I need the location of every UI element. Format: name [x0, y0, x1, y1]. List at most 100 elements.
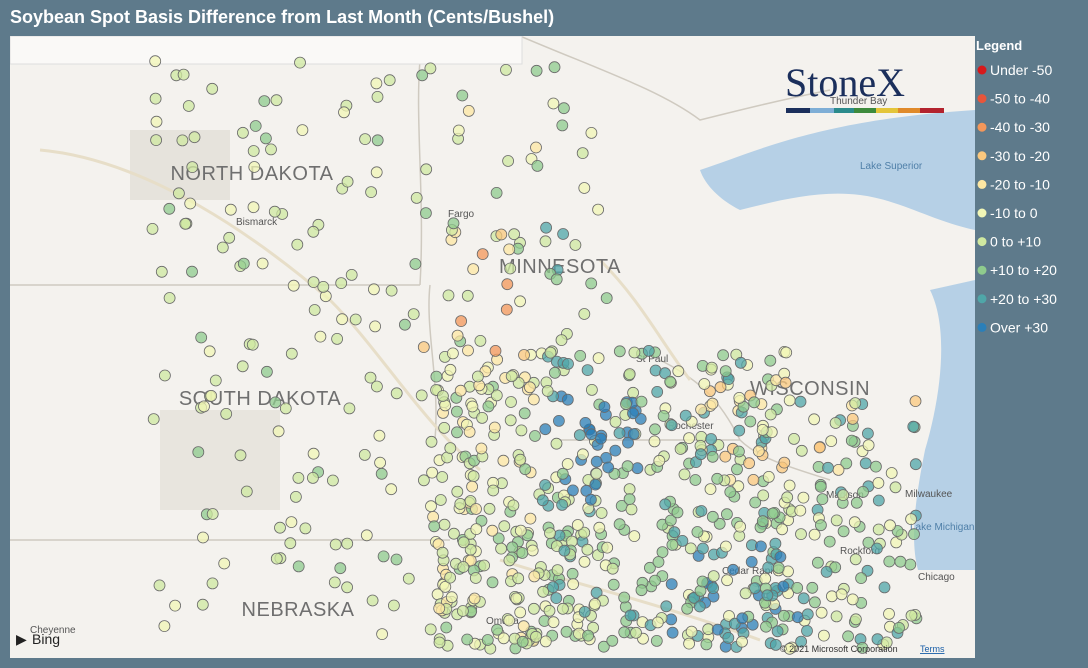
place-label: Thunder Bay — [830, 96, 887, 107]
map-dot — [498, 520, 511, 533]
map-dot — [507, 499, 520, 512]
map-dot — [698, 378, 711, 390]
map-dot — [683, 432, 695, 445]
map-dot — [845, 434, 858, 447]
map-dot — [530, 64, 543, 77]
map-dot — [188, 131, 201, 144]
map-dot — [579, 416, 592, 429]
map-dot — [642, 344, 655, 357]
legend-swatch — [977, 179, 987, 189]
map-dot — [711, 623, 724, 636]
map-dot — [505, 396, 517, 408]
map-dot — [291, 238, 304, 251]
map-dot — [846, 412, 859, 425]
map-dot — [285, 347, 298, 360]
map-dot — [795, 528, 807, 540]
map-dot — [307, 225, 320, 238]
map-dot — [556, 119, 569, 132]
map-dot — [426, 466, 439, 479]
map-dot — [203, 345, 216, 358]
map-dot — [274, 521, 286, 534]
map-dot — [206, 577, 219, 590]
map-dot — [815, 606, 828, 619]
map-dot — [149, 55, 162, 68]
map-dot — [519, 463, 532, 476]
map[interactable]: NORTH DAKOTA SOUTH DAKOTA MINNESOTA WISC… — [10, 36, 975, 658]
map-dot — [539, 235, 552, 248]
map-dot — [294, 56, 306, 69]
map-dot — [707, 582, 719, 594]
legend-label: 0 to +10 — [990, 234, 1041, 250]
land-shade — [160, 410, 280, 510]
map-dot — [907, 420, 920, 433]
map-dot — [862, 536, 875, 549]
map-dot — [284, 537, 297, 550]
map-dot — [653, 454, 666, 467]
map-dot — [711, 472, 724, 485]
map-dot — [764, 354, 777, 367]
map-dot — [743, 457, 755, 470]
map-dot — [808, 413, 820, 426]
map-dot — [445, 591, 458, 604]
map-dot — [547, 616, 560, 629]
map-dot — [455, 315, 468, 328]
map-dot — [713, 517, 726, 530]
map-dot — [561, 458, 574, 470]
map-dot — [334, 562, 347, 575]
map-dot — [609, 415, 622, 428]
terms-link[interactable]: Terms — [920, 644, 945, 654]
map-dot — [512, 572, 525, 585]
map-dot — [733, 424, 746, 437]
map-dot — [547, 97, 560, 110]
map-dot — [447, 527, 460, 540]
map-dot — [624, 609, 637, 622]
map-dot — [706, 510, 719, 523]
map-dot — [338, 106, 350, 119]
map-dot — [705, 361, 718, 374]
map-dot — [606, 634, 619, 647]
map-dot — [272, 425, 285, 438]
map-dot — [720, 540, 732, 553]
dots — [146, 55, 923, 655]
map-dot — [689, 474, 702, 486]
map-dot — [329, 538, 342, 551]
legend-swatch — [977, 122, 987, 132]
map-dot — [246, 338, 259, 351]
map-dot — [780, 346, 793, 359]
map-dot — [628, 346, 641, 359]
map-dot — [695, 505, 708, 517]
map-dot — [371, 91, 384, 103]
map-dot — [762, 470, 775, 483]
map-dot — [722, 632, 735, 644]
map-dot — [537, 585, 549, 598]
map-dot — [573, 429, 586, 442]
map-dot — [486, 576, 499, 589]
map-dot — [823, 535, 836, 548]
map-dot — [501, 278, 514, 291]
map-dot — [665, 613, 678, 626]
map-dot — [674, 443, 687, 455]
map-dot — [186, 161, 199, 174]
map-dot — [837, 525, 850, 538]
map-dot — [508, 228, 520, 241]
map-dot — [651, 616, 664, 629]
map-dot — [341, 175, 354, 188]
map-dot — [370, 166, 383, 179]
map-dot — [407, 308, 420, 321]
map-dot — [783, 479, 796, 492]
map-dot — [850, 496, 863, 509]
map-dot — [872, 494, 885, 507]
map-dot — [179, 217, 192, 230]
map-dot — [516, 547, 529, 559]
map-dot — [464, 495, 477, 507]
map-dot — [497, 454, 510, 467]
map-dot — [466, 480, 479, 493]
map-dot — [536, 494, 549, 507]
legend-label: -40 to -30 — [990, 119, 1050, 135]
map-dot — [260, 365, 273, 378]
map-dot — [206, 508, 219, 520]
legend-swatch — [977, 237, 987, 247]
map-dot — [436, 471, 449, 483]
map-dot — [438, 518, 451, 531]
map-dot — [514, 606, 527, 619]
